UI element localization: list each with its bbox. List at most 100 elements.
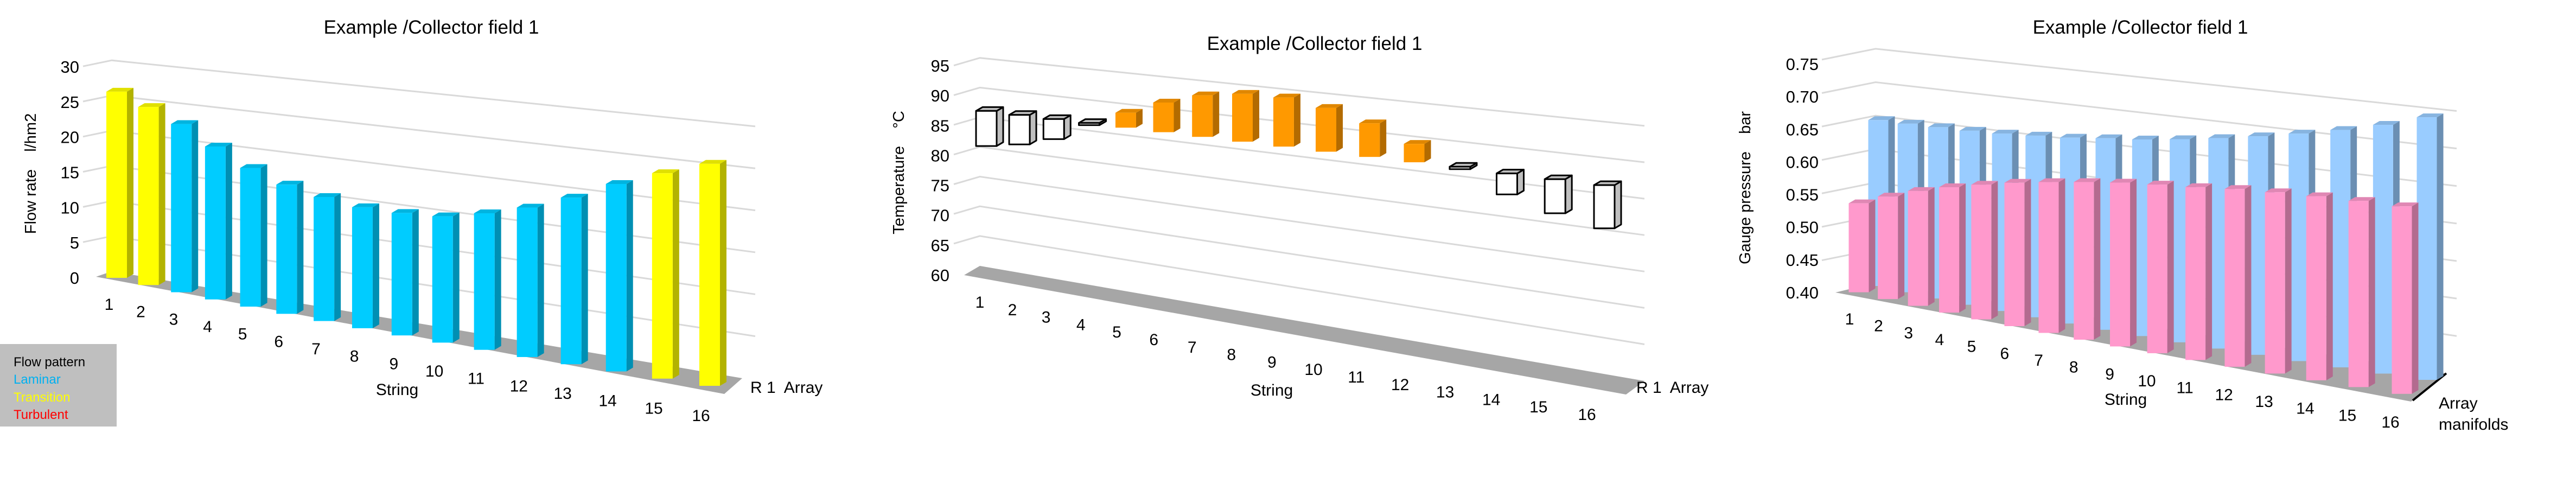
bar-top xyxy=(1315,104,1343,108)
bar-string-7 xyxy=(1192,91,1220,137)
bar-side xyxy=(412,209,419,336)
bar-front xyxy=(474,213,495,350)
bar-front xyxy=(1115,112,1136,128)
bar-top xyxy=(2095,134,2122,138)
bar-front xyxy=(276,184,297,314)
bar-front xyxy=(1593,184,1616,230)
bar-top xyxy=(1897,119,1924,124)
bar-side xyxy=(225,142,232,300)
bar-string-11 xyxy=(1359,119,1387,157)
bar-front xyxy=(652,173,673,379)
bar-top xyxy=(2416,113,2444,118)
floor xyxy=(964,266,1644,394)
bar-front xyxy=(560,198,582,365)
depth-axis-label: R 1 Array xyxy=(1636,379,1708,397)
y-tick-label: 0.55 xyxy=(1786,186,1819,205)
temperature-chart: Example /Collector field 1 Temperature °… xyxy=(890,33,1708,424)
bar-string-15 xyxy=(652,169,679,379)
x-tick-label: 7 xyxy=(1188,339,1197,357)
bar-top xyxy=(2373,121,2400,125)
depth-axis-line xyxy=(2412,372,2447,402)
bar-top xyxy=(205,142,232,147)
bar-side xyxy=(1564,174,1573,214)
x-tick-label: 15 xyxy=(2338,406,2356,424)
bar-string-7 xyxy=(2038,178,2065,333)
bar-front xyxy=(1008,114,1031,145)
bar-top xyxy=(171,120,199,124)
bar-string-12 xyxy=(517,203,544,357)
x-tick-label: 9 xyxy=(390,355,399,373)
bar-front xyxy=(106,91,127,278)
bar-top xyxy=(2110,179,2137,183)
y-tick-label: 70 xyxy=(931,206,949,225)
bar-string-14 xyxy=(1495,169,1525,195)
x-tick-label: 13 xyxy=(553,385,571,403)
x-tick-label: 11 xyxy=(1348,368,1364,386)
bar-top xyxy=(2185,183,2212,187)
bar-string-3 xyxy=(171,120,199,292)
bar-string-15 xyxy=(1544,174,1573,214)
bar-front xyxy=(699,163,720,386)
bar-top xyxy=(2059,133,2087,138)
bar-side xyxy=(1253,90,1260,142)
bar-side xyxy=(626,180,633,372)
bar-top xyxy=(1848,199,1876,203)
bar-side xyxy=(1380,119,1387,157)
legend-title: Flow pattern xyxy=(14,355,85,370)
bar-front xyxy=(2265,192,2285,374)
bar-front xyxy=(1153,102,1174,132)
bar-side xyxy=(1336,104,1343,152)
bar-string-5 xyxy=(240,164,267,307)
x-tick-label: 14 xyxy=(598,392,616,410)
y-tick-label: 90 xyxy=(931,86,949,105)
x-tick-label: 6 xyxy=(2000,345,2009,362)
bar-side xyxy=(1869,199,1876,292)
legend: Flow pattern Laminar Transition Turbulen… xyxy=(0,344,117,427)
x-tick-label: 12 xyxy=(2215,386,2233,404)
bar-side xyxy=(2205,183,2212,360)
bar-top xyxy=(1928,123,1955,128)
bar-side xyxy=(2437,113,2444,380)
bar-front xyxy=(205,146,226,300)
bar-side xyxy=(2368,197,2375,387)
bar-front xyxy=(2330,130,2351,367)
x-tick-label: 6 xyxy=(274,333,283,351)
bar-top xyxy=(1939,183,1966,187)
x-tick-label: 16 xyxy=(692,407,710,425)
bar-top xyxy=(1273,93,1300,98)
x-axis-label: String xyxy=(1251,381,1293,399)
bar-front xyxy=(1878,196,1898,300)
bar-string-8 xyxy=(1232,90,1260,142)
chart-title: Example /Collector field 1 xyxy=(2033,17,2248,38)
x-tick-label: 8 xyxy=(1227,346,1236,364)
bar-front xyxy=(2392,206,2412,394)
bar-side xyxy=(996,106,1004,147)
bar-side xyxy=(1029,110,1037,145)
bar-side xyxy=(260,164,267,307)
gridline xyxy=(1821,48,2457,112)
bar-string-10 xyxy=(432,212,460,343)
bar-side xyxy=(372,203,379,328)
bar-top xyxy=(2248,132,2275,137)
bar-string-9 xyxy=(391,209,419,336)
bar-side xyxy=(581,194,588,365)
bar-front xyxy=(2004,182,2025,326)
bar-top xyxy=(2004,179,2031,183)
x-tick-label: 2 xyxy=(1008,301,1017,319)
bar-front xyxy=(432,216,453,343)
y-tick-label: 10 xyxy=(61,198,79,217)
chart-title: Example /Collector field 1 xyxy=(324,17,539,38)
bar-front xyxy=(2074,182,2094,340)
y-tick-label: 0.50 xyxy=(1786,218,1819,237)
bar-top xyxy=(2348,197,2375,201)
x-axis-label: String xyxy=(376,381,418,399)
x-tick-label: 5 xyxy=(238,326,247,343)
y-tick-label: 60 xyxy=(931,266,949,285)
bar-front xyxy=(2110,182,2131,347)
bar-string-5 xyxy=(1115,109,1143,128)
x-tick-label: 8 xyxy=(2069,359,2078,377)
bar-string-11 xyxy=(474,209,501,350)
y-tick-label: 20 xyxy=(61,128,79,147)
bar-string-16 xyxy=(1593,180,1622,230)
